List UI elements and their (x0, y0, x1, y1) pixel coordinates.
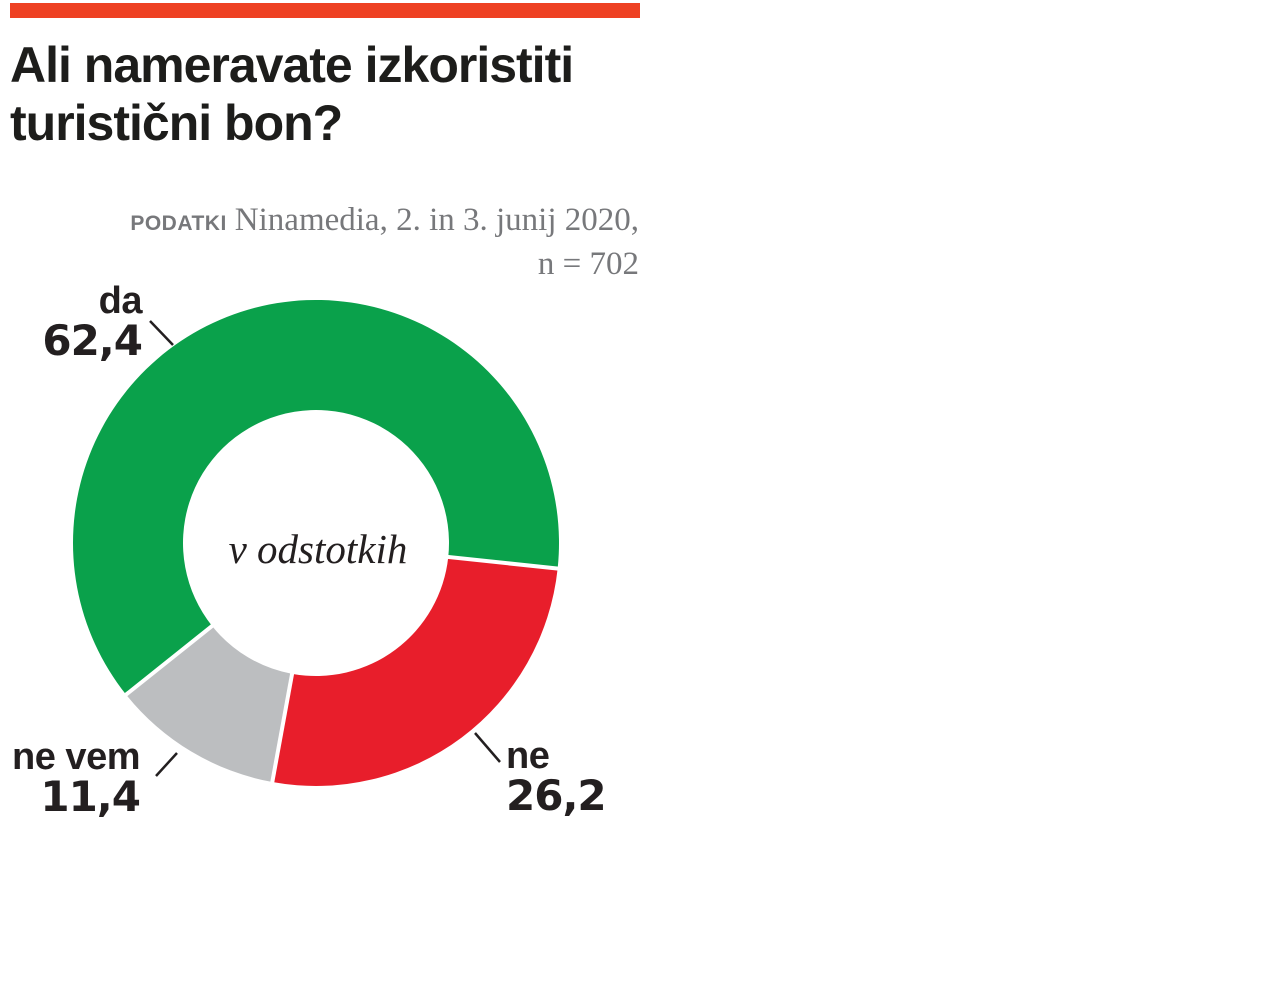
accent-bar (10, 3, 640, 18)
source-line1: PODATKI Ninamedia, 2. in 3. junij 2020, (10, 200, 639, 244)
slice-separator (122, 541, 318, 699)
callout-ne: ne 26,2 (506, 735, 706, 820)
page-title-line2: turistični bon? (10, 95, 343, 151)
sample-size: n = 702 (537, 246, 639, 282)
segment-value-ne-vem: 11,4 (40, 772, 141, 821)
donut-slice-ne-vem (126, 625, 293, 783)
source-note: PODATKI Ninamedia, 2. in 3. junij 2020, n… (10, 200, 639, 284)
page-title-line1: Ali nameravate izkoristiti (10, 37, 574, 93)
segment-value-ne: 26,2 (506, 771, 607, 820)
leader-line-da (149, 320, 174, 346)
segment-label-ne-vem: ne vem (12, 736, 140, 778)
donut-slice-ne (272, 556, 558, 787)
segment-label-da: da (98, 280, 143, 322)
chart-center-label: v odstotkih (228, 526, 408, 572)
page-title: Ali nameravate izkoristiti turistični bo… (10, 36, 650, 152)
leader-line-ne (474, 732, 501, 763)
slice-separator (315, 541, 561, 571)
donut-slice-da (72, 299, 560, 695)
leader-line-ne-vem (155, 752, 178, 777)
segment-value-da: 62,4 (42, 316, 143, 365)
callout-ne-vem: ne vem 11,4 (0, 736, 141, 821)
segment-label-ne: ne (506, 735, 550, 777)
callout-da: da 62,4 (0, 280, 143, 365)
source-label: PODATKI (130, 212, 227, 235)
slice-separator (269, 542, 318, 786)
source-text: Ninamedia, 2. in 3. junij 2020, (234, 202, 639, 238)
